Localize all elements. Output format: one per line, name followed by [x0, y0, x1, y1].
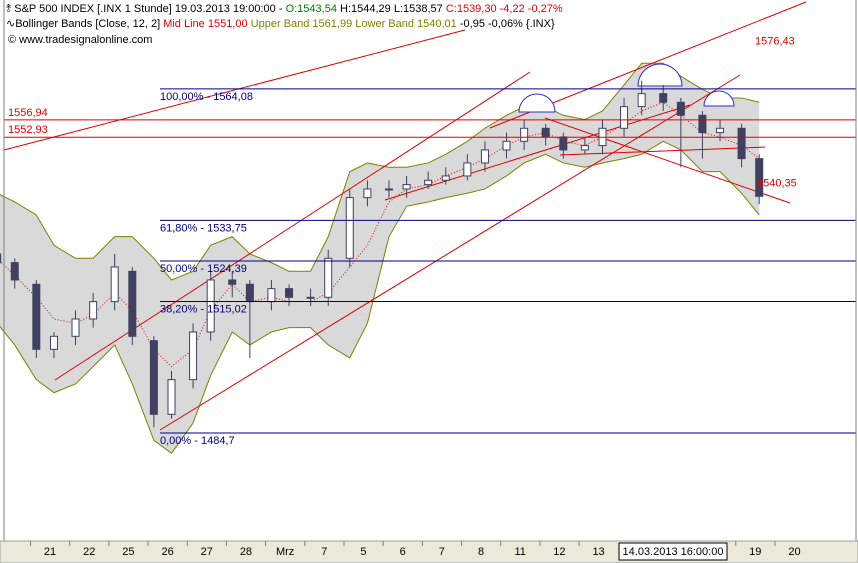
candle-body: [32, 283, 41, 350]
candle-body: [716, 127, 725, 134]
upper: Upper Band 1561,99: [251, 18, 353, 30]
high-low: H:1544,29 L:1538,57: [340, 3, 443, 15]
x-tick-label: 25: [122, 546, 134, 558]
x-tick-label: 13: [592, 546, 604, 558]
x-tick-label: 28: [240, 546, 252, 558]
candle-body: [167, 379, 176, 415]
candle-body: [345, 197, 354, 259]
candle-body: [424, 179, 433, 186]
candle-body: [324, 257, 333, 298]
x-tick-label: 27: [201, 546, 213, 558]
candle-body: [541, 127, 550, 138]
lower: Lower Band 1540,01: [355, 18, 457, 30]
mid-line: [0, 101, 760, 368]
candle-body: [402, 184, 411, 190]
candle-body: [637, 93, 646, 108]
top-layer: 100,00% - 1564,08 61,80% - 1533,75 50,00% …: [0, 35, 856, 447]
candle-body: [89, 301, 98, 320]
x-tick-label: 26: [161, 546, 173, 558]
candle-body: [10, 262, 19, 281]
symbol: S&P 500 INDEX [.INX 1 Stunde] 19.03.2013…: [14, 3, 283, 15]
candle-body: [502, 140, 511, 151]
candle-body: [659, 93, 668, 103]
trendline: [544, 117, 791, 204]
candle-body: [285, 288, 294, 298]
x-tick-label: 6: [400, 546, 406, 558]
candle-body: [620, 106, 629, 129]
fib-label: 50,00% - 1524,39: [160, 263, 247, 275]
trendline: [559, 146, 766, 156]
x-tick-label: Mrz: [276, 546, 294, 558]
candle-body: [110, 266, 119, 303]
close: C:1539,30 -4,22 -0,27%: [446, 3, 563, 15]
x-tick-label: 19: [749, 546, 761, 558]
arc: [703, 90, 735, 107]
candle-body: [149, 340, 158, 415]
price-line-label: 1552,93: [8, 124, 48, 136]
copyright: © www.tradesignalonline.com: [8, 34, 152, 46]
open: O:1543,54: [286, 3, 337, 15]
candle-body: [520, 127, 529, 142]
candle-body: [128, 270, 137, 337]
price-line-label: 1556,94: [8, 107, 48, 119]
x-tick-label: 21: [44, 546, 56, 558]
candle-body: [580, 145, 589, 151]
cursor-box: [618, 542, 728, 561]
fib-label: 38,20% - 1515,02: [160, 303, 247, 315]
fib-label: 0,00% - 1484,7: [160, 435, 235, 447]
candle-body: [228, 279, 237, 285]
candle-body: [306, 296, 315, 299]
arc: [637, 63, 683, 87]
candle-body: [698, 114, 707, 134]
candle-body: [245, 283, 254, 303]
indicator-line: ∿Bollinger Bands [Close, 12, 2] Mid Line…: [6, 18, 555, 30]
trendline: [159, 74, 741, 431]
mid: Mid Line 1551,00: [163, 18, 247, 30]
candle-body: [463, 162, 472, 177]
x-tick-label: 8: [478, 546, 484, 558]
indicator: Bollinger Bands [Close, 12, 2]: [15, 18, 160, 30]
x-tick-label: 5: [360, 546, 366, 558]
candle-body: [676, 101, 685, 116]
candle-body: [363, 188, 372, 199]
axis-layer: 21 22 25 26 27 28 Mrz 7 5 6 7 8 11 12 13 19 20: [30, 541, 801, 558]
trendlines: [3, 1, 807, 431]
candle-body: [737, 127, 746, 160]
change: -0,95 -0,06% {.INX}: [460, 18, 555, 30]
x-tick-label: 20: [788, 546, 800, 558]
arcs: [518, 63, 735, 113]
fib-label: 100,00% - 1564,08: [160, 91, 253, 103]
lower-band: [0, 140, 760, 455]
candle-body: [480, 149, 489, 164]
x-tick-label: 11: [515, 546, 526, 558]
header-line: ⥉ S&P 500 INDEX [.INX 1 Stunde] 19.03.20…: [6, 3, 563, 15]
upper-band: [0, 62, 760, 281]
candle-body: [49, 335, 58, 350]
x-tick-label: 7: [439, 546, 445, 558]
candle-body: [755, 158, 764, 197]
arc: [518, 93, 556, 113]
candle-body: [559, 136, 568, 151]
candle-body: [189, 331, 198, 381]
fib-label: 61,80% - 1533,75: [160, 222, 247, 234]
x-tick-label: 7: [321, 546, 327, 558]
candle-body: [206, 279, 215, 333]
trendline: [384, 104, 691, 201]
x-tick-label: 22: [83, 546, 95, 558]
price-label: 1540,35: [757, 178, 797, 190]
cursor-label: 14.03.2013 16:00:00: [623, 546, 724, 558]
candle-body: [0, 253, 2, 264]
candle-body: [71, 318, 80, 337]
candle-body: [441, 175, 450, 181]
x-tick-label: 12: [553, 546, 565, 558]
price-label: 1576,43: [755, 35, 795, 47]
candle-body: [267, 288, 276, 303]
candle-body: [384, 188, 393, 191]
trendline: [3, 29, 466, 151]
